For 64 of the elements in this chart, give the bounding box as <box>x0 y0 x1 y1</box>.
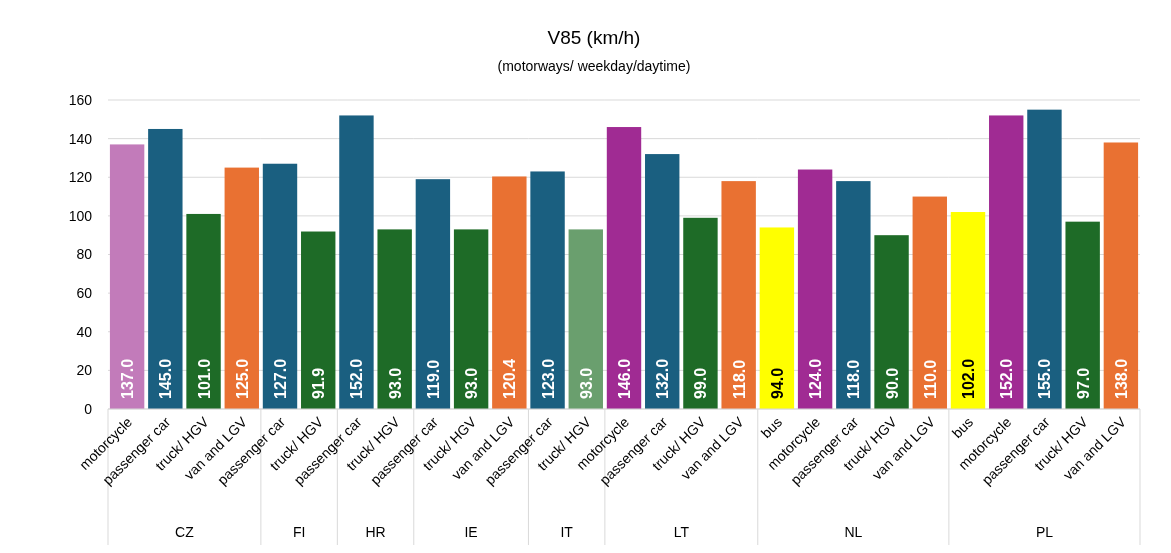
data-label: 124.0 <box>807 358 825 399</box>
data-label: 101.0 <box>195 358 213 399</box>
bar <box>759 227 795 409</box>
bar <box>721 181 756 409</box>
y-tick-label: 0 <box>84 400 93 417</box>
y-tick-label: 120 <box>68 169 93 186</box>
x-axis-title: CZ <box>175 524 195 540</box>
bar <box>148 128 183 409</box>
data-label: 99.0 <box>692 367 710 399</box>
data-label: 91.9 <box>310 367 328 399</box>
y-tick-label: 20 <box>76 362 93 379</box>
data-label: 146.0 <box>616 358 633 399</box>
y-tick-label: 140 <box>68 130 93 147</box>
x-axis-title: NL <box>844 524 863 540</box>
data-label: 155.0 <box>1036 358 1054 399</box>
data-label: 137.0 <box>119 358 137 399</box>
data-label: 145.0 <box>157 358 175 399</box>
bar <box>109 144 145 409</box>
bar <box>1027 109 1062 409</box>
data-label: 152.0 <box>348 358 366 399</box>
bar <box>950 212 986 409</box>
data-label: 118.0 <box>730 359 748 399</box>
data-label: 94.0 <box>768 367 786 399</box>
data-label: 93.0 <box>577 367 595 399</box>
data-label: 90.0 <box>883 367 901 399</box>
data-label: 138.0 <box>1112 358 1130 399</box>
data-label: 93.0 <box>463 367 481 399</box>
y-tick-label: 80 <box>76 246 93 263</box>
bar <box>874 235 909 409</box>
bar <box>683 217 718 409</box>
y-tick-label: 160 <box>68 91 93 108</box>
bar <box>645 154 680 409</box>
data-label: 97.0 <box>1074 367 1092 399</box>
data-label: 118.0 <box>845 359 863 399</box>
data-label: 102.0 <box>960 358 977 399</box>
data-label: 120.4 <box>501 358 519 399</box>
chart-title: V85 (km/h) <box>547 27 641 48</box>
x-axis-title: IE <box>464 524 478 540</box>
bar <box>606 127 642 409</box>
data-label: 119.0 <box>424 359 442 399</box>
bar <box>989 115 1024 409</box>
data-label: 152.0 <box>998 358 1016 399</box>
x-axis-title: LT <box>673 524 690 540</box>
data-label: 110.0 <box>921 359 939 399</box>
x-axis-title: PL <box>1035 524 1054 540</box>
x-axis-title: HR <box>365 524 386 540</box>
bar <box>224 167 259 409</box>
y-tick-label: 60 <box>76 285 93 302</box>
y-tick-label: 40 <box>76 323 93 340</box>
x-axis-title: FI <box>292 524 306 540</box>
bar <box>186 213 221 409</box>
bar <box>797 169 833 409</box>
data-label: 132.0 <box>654 358 672 399</box>
y-tick-label: 100 <box>68 207 93 224</box>
data-label: 123.0 <box>539 358 557 399</box>
bar <box>836 181 871 409</box>
data-label: 93.0 <box>386 367 404 399</box>
bar <box>912 196 947 409</box>
bar <box>1103 142 1139 409</box>
bar <box>1065 221 1100 409</box>
data-label: 125.0 <box>233 358 251 399</box>
data-label: 127.0 <box>272 358 289 399</box>
x-axis-title: IT <box>560 524 574 540</box>
chart-subtitle: (motorways/ weekday/daytime) <box>497 58 691 74</box>
